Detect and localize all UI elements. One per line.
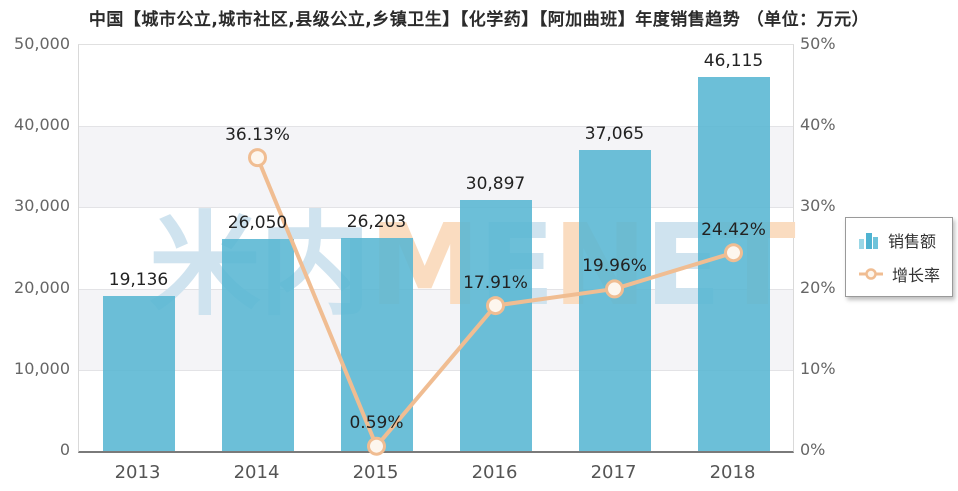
y-left-tick-4: 40,000	[14, 115, 70, 135]
gridline	[79, 369, 793, 371]
bar-2013[interactable]	[102, 295, 175, 451]
line-marker-2017[interactable]	[605, 279, 624, 299]
legend-label-growth: 增长率	[892, 266, 941, 285]
line-marker-2015[interactable]	[367, 436, 386, 456]
x-tick-2017: 2017	[590, 462, 637, 483]
legend-item-growth[interactable]: 增长率	[858, 262, 940, 286]
grid-band	[79, 288, 793, 370]
y-left-tick-0: 0	[59, 440, 70, 459]
y-right-tick-3: 30%	[800, 196, 836, 216]
legend-label-sales: 销售额	[888, 232, 937, 251]
y-right-tick-5: 50%	[800, 34, 836, 53]
y-left-tick-5: 50,000	[14, 34, 70, 53]
y-right-tick-2: 20%	[800, 277, 836, 297]
bar-value-label-2013: 19,136	[108, 269, 169, 290]
growth-value-label-2017: 19.96%	[582, 255, 647, 276]
line-marker-icon	[859, 268, 883, 280]
gridline	[79, 207, 793, 209]
bar-value-label-2015: 26,203	[346, 212, 407, 233]
gridline	[79, 288, 793, 290]
bar-2017[interactable]	[578, 150, 651, 451]
growth-value-label-2018: 24.42%	[701, 219, 766, 240]
bar-value-label-2017: 37,065	[584, 124, 645, 145]
chart-title: 中国【城市公立,城市社区,县级公立,乡镇卫生】【化学药】【阿加曲班】年度销售趋势…	[88, 10, 870, 30]
bar-value-label-2016: 30,897	[465, 174, 526, 195]
y-left-tick-3: 30,000	[14, 196, 70, 216]
x-tick-2014: 2014	[233, 462, 280, 483]
bar-2014[interactable]	[221, 239, 294, 451]
y-right-tick-0: 0%	[800, 440, 826, 459]
y-right-tick-1: 10%	[800, 358, 836, 378]
x-axis: 2013 2014 2015 2016 2017 2018	[78, 458, 792, 486]
growth-value-label-2015: 0.59%	[349, 413, 404, 434]
x-tick-2013: 2013	[114, 462, 161, 483]
y-left-tick-1: 10,000	[14, 358, 70, 378]
legend-item-sales[interactable]: 销售额	[858, 228, 940, 252]
x-tick-2016: 2016	[471, 462, 518, 483]
bar-2018[interactable]	[697, 76, 770, 451]
plot-area: 米内MENET19,13626,05026,20330,89737,06546,…	[78, 44, 796, 456]
line-marker-2016[interactable]	[486, 296, 505, 316]
y-right-tick-4: 40%	[800, 115, 836, 135]
growth-line	[248, 148, 743, 456]
gridline	[79, 126, 793, 128]
legend: 销售额 增长率	[845, 217, 954, 297]
bar-chart-icon	[859, 233, 878, 249]
growth-value-label-2016: 17.91%	[463, 272, 528, 293]
y-axis-right: 0% 10% 20% 30% 40% 50%	[800, 34, 870, 459]
line-marker-2014[interactable]	[248, 148, 267, 168]
y-left-tick-2: 20,000	[14, 277, 70, 297]
y-axis-left: 0 10,000 20,000 30,000 40,000 50,000	[0, 34, 70, 459]
line-marker-2018[interactable]	[724, 243, 743, 263]
x-tick-2018: 2018	[709, 462, 756, 483]
growth-value-label-2014: 36.13%	[225, 124, 290, 145]
grid-band	[79, 126, 793, 208]
x-tick-2015: 2015	[352, 462, 399, 483]
bar-value-label-2014: 26,050	[227, 213, 288, 234]
bar-2016[interactable]	[459, 200, 532, 451]
bar-value-label-2018: 46,115	[703, 50, 764, 71]
